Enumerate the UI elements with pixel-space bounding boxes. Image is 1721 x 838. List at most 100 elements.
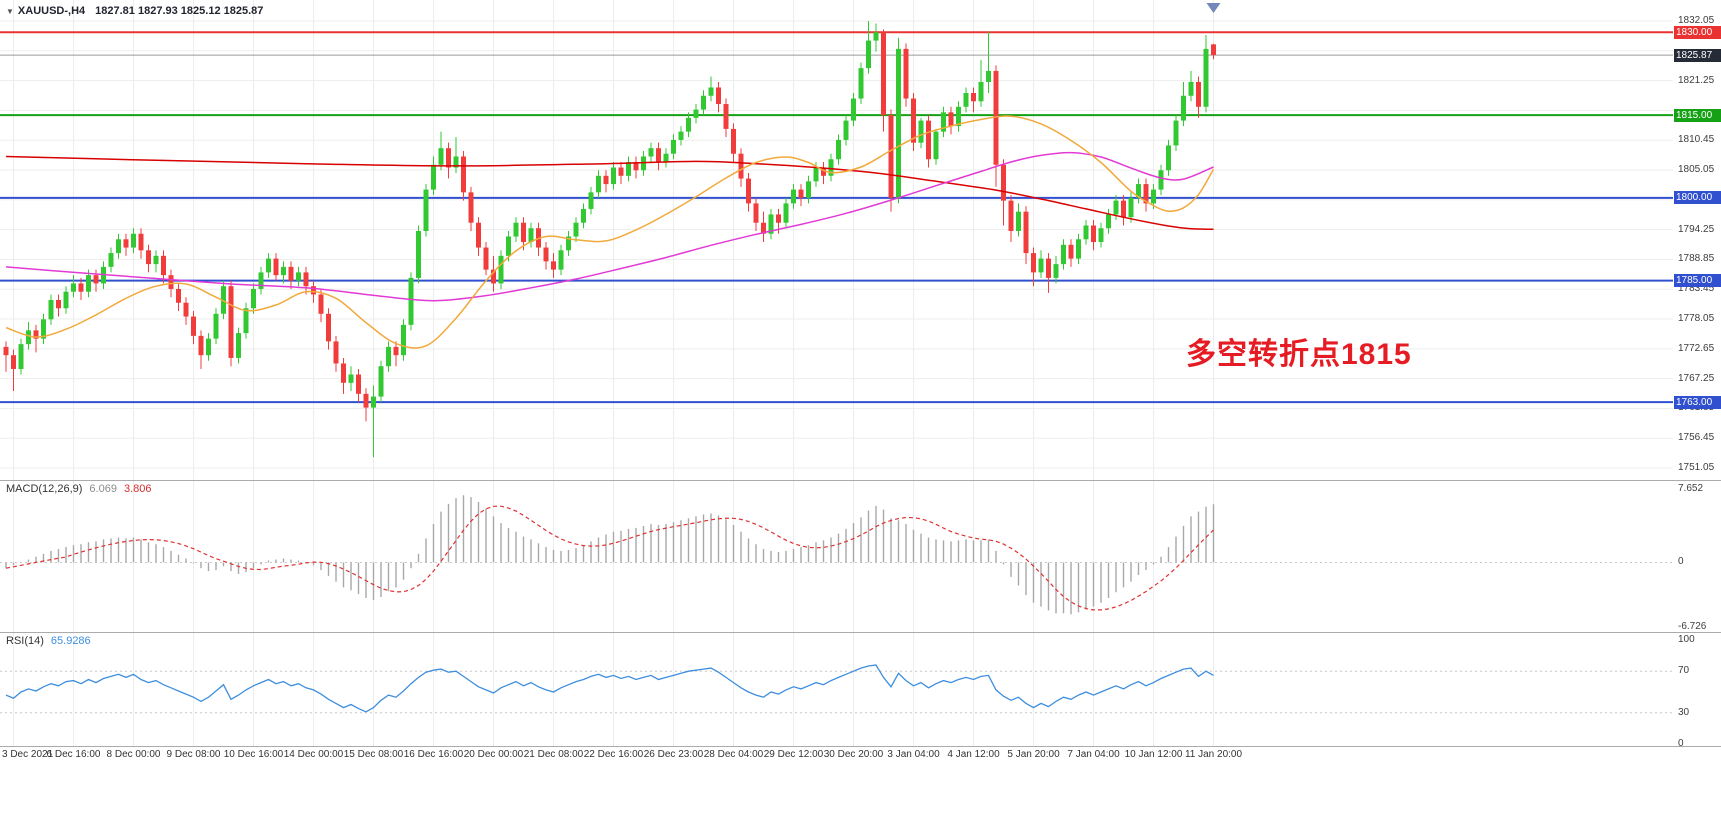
bear-candle xyxy=(1143,184,1149,204)
bear-candle xyxy=(311,286,316,295)
bull-candle xyxy=(453,156,459,168)
bull-candle xyxy=(131,233,136,248)
bull-candle xyxy=(708,87,714,96)
bull-candle xyxy=(1203,48,1209,107)
bull-candle xyxy=(611,167,616,185)
bull-candle xyxy=(63,291,69,309)
chart-shift-marker-icon[interactable] xyxy=(1206,3,1221,13)
bull-candle xyxy=(806,181,811,198)
bull-candle xyxy=(401,324,406,356)
rsi-line xyxy=(5,664,1214,713)
bear-candle xyxy=(176,288,181,303)
bull-candle xyxy=(116,239,121,254)
bull-candle xyxy=(941,112,946,132)
bull-candle xyxy=(348,374,354,383)
bear-candle xyxy=(1121,200,1126,218)
bear-candle xyxy=(618,167,624,176)
bull-candle xyxy=(678,131,684,140)
bear-candle xyxy=(288,266,294,281)
bear-candle xyxy=(11,355,16,369)
bear-candle xyxy=(123,239,129,248)
candlestick-layer xyxy=(3,20,1216,458)
bull-candle xyxy=(86,275,91,292)
bull-candle xyxy=(1181,95,1186,121)
bull-candle xyxy=(1136,184,1141,198)
bear-candle xyxy=(1001,164,1006,201)
bear-candle xyxy=(888,115,894,198)
bear-candle xyxy=(138,233,144,251)
bull-candle xyxy=(258,272,264,289)
bear-candle xyxy=(723,104,729,129)
bull-candle xyxy=(933,131,939,160)
bull-candle xyxy=(791,189,796,204)
bull-candle xyxy=(498,255,504,284)
bull-candle xyxy=(1076,239,1081,259)
bull-candle xyxy=(48,299,54,320)
bear-candle xyxy=(761,222,766,234)
bear-candle xyxy=(363,393,369,408)
bear-candle xyxy=(198,335,204,356)
bear-candle xyxy=(1031,253,1036,273)
horizontal-lines-layer xyxy=(0,31,1673,404)
bull-candle xyxy=(978,81,984,102)
bull-candle xyxy=(1083,225,1089,240)
bear-candle xyxy=(191,316,196,336)
bull-candle xyxy=(768,214,774,234)
macd-panel-layer xyxy=(0,495,1673,615)
bull-candle xyxy=(956,106,961,127)
bull-candle xyxy=(296,272,301,281)
bull-candle xyxy=(648,148,654,157)
bear-candle xyxy=(78,283,84,292)
bull-candle xyxy=(1098,228,1104,243)
bull-candle xyxy=(26,330,31,345)
bull-candle xyxy=(873,32,879,41)
bear-candle xyxy=(753,203,759,223)
bull-candle xyxy=(588,192,594,209)
bull-candle xyxy=(693,109,699,118)
bull-candle xyxy=(671,139,676,154)
bull-candle xyxy=(663,153,669,162)
bear-candle xyxy=(746,178,751,204)
bull-candle xyxy=(108,253,114,267)
bull-candle xyxy=(506,236,511,256)
rsi-panel-layer xyxy=(0,664,1673,714)
bull-candle xyxy=(378,366,384,397)
bull-candle xyxy=(438,148,444,165)
bull-candle xyxy=(1188,81,1194,96)
bear-candle xyxy=(93,275,99,284)
bear-candle xyxy=(1196,81,1201,107)
bull-candle xyxy=(896,48,901,198)
bear-candle xyxy=(228,286,234,358)
bull-candle xyxy=(206,338,211,356)
bull-candle xyxy=(701,95,706,110)
bull-candle xyxy=(963,93,969,107)
bull-candle xyxy=(566,236,571,251)
bear-candle xyxy=(1091,225,1096,243)
bull-candle xyxy=(221,286,226,314)
bull-candle xyxy=(1173,120,1179,146)
moving-averages-layer xyxy=(5,115,1215,349)
bear-candle xyxy=(926,120,931,160)
bear-candle xyxy=(303,272,309,287)
bear-candle xyxy=(1023,211,1029,254)
bear-candle xyxy=(738,153,744,179)
bear-candle xyxy=(521,222,526,243)
bear-candle xyxy=(273,258,279,276)
bull-candle xyxy=(71,283,76,292)
bear-candle xyxy=(881,32,886,116)
bull-candle xyxy=(236,333,241,358)
bull-candle xyxy=(851,98,856,121)
bull-candle xyxy=(213,313,219,339)
bull-candle xyxy=(596,175,601,193)
bull-candle xyxy=(813,167,819,182)
bull-candle xyxy=(153,255,159,265)
bear-candle xyxy=(798,189,804,198)
bull-candle xyxy=(686,117,691,132)
bear-candle xyxy=(168,275,174,289)
bull-candle xyxy=(1113,200,1119,215)
bear-candle xyxy=(1211,44,1216,56)
bear-candle xyxy=(1068,244,1074,259)
bear-candle xyxy=(326,313,331,342)
